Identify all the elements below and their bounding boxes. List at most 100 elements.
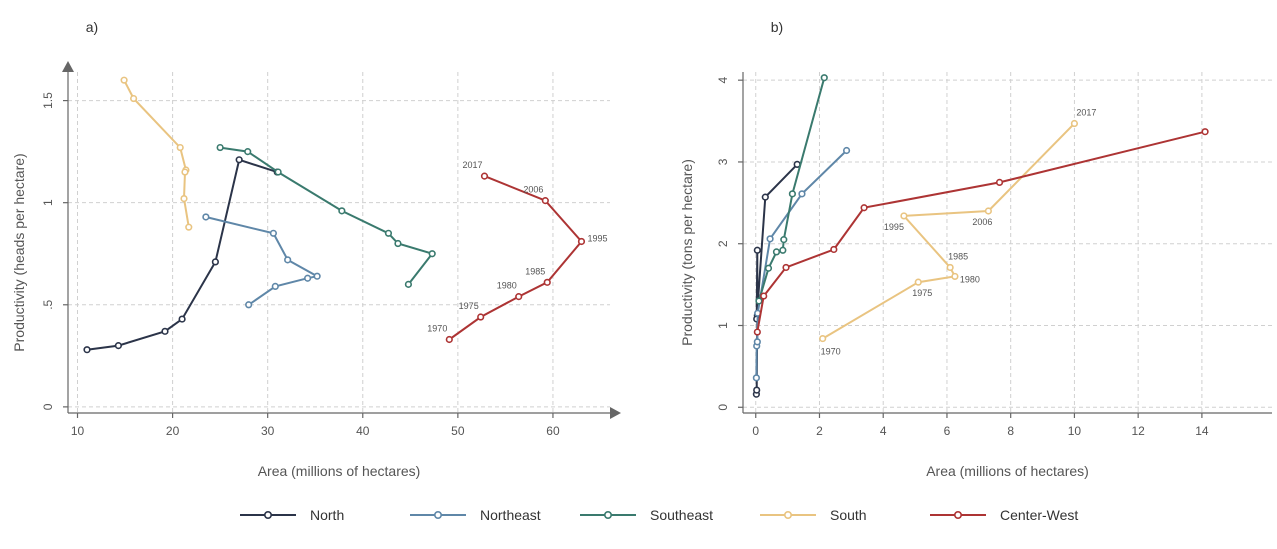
panel-label: b) — [771, 19, 783, 35]
data-point-southeast — [772, 248, 781, 256]
legend-item: Southeast — [580, 507, 713, 523]
legend-swatch-marker — [603, 510, 612, 519]
data-point-south — [120, 76, 128, 84]
data-point-south — [180, 194, 188, 203]
data-point-northeast — [752, 374, 760, 382]
y-axis-title: Productivity (heads per hectare) — [11, 153, 27, 351]
data-point-southeast — [764, 264, 773, 272]
x-tick-label: 50 — [451, 424, 465, 438]
x-tick-label: 14 — [1195, 424, 1209, 438]
data-point-northeast — [245, 301, 253, 309]
legend-item: Northeast — [410, 507, 541, 523]
y-tick-label: 0 — [41, 403, 55, 410]
data-point-center-west — [543, 278, 551, 286]
data-point-center-west — [830, 245, 838, 254]
chart-panel-a: 10 20 30 40 50 60 0 .5 1 1.5 Area (millions of hec… — [11, 19, 621, 479]
y-tick-label: 3 — [716, 158, 730, 165]
data-point-north — [753, 246, 761, 254]
x-tick-label: 6 — [944, 424, 951, 438]
x-tick-label: 10 — [1068, 424, 1082, 438]
data-point-southeast — [404, 280, 413, 288]
data-point-center-west — [445, 335, 453, 344]
y-tick-label: 2 — [716, 240, 730, 247]
series-line-south — [822, 122, 1076, 340]
data-point-northeast — [766, 235, 774, 243]
year-annotation: 2017 — [1076, 108, 1096, 118]
x-tick-label: 12 — [1131, 424, 1145, 438]
y-axis-title: Productivity (tons per hectare) — [679, 159, 695, 346]
data-point-center-west — [760, 292, 768, 300]
y-tick-label: 1 — [716, 322, 730, 329]
y-tick-label: 0 — [716, 404, 730, 411]
year-annotation: 1970 — [821, 347, 841, 357]
legend-label: South — [830, 507, 867, 523]
data-point-south — [984, 207, 992, 215]
data-point-southeast — [755, 297, 763, 305]
data-point-southeast — [779, 246, 787, 254]
y-tick-label: 1.5 — [41, 92, 55, 109]
y-tick-label: 1 — [41, 199, 55, 206]
data-point-north — [83, 346, 91, 354]
data-point-northeast — [271, 282, 279, 291]
data-point-center-west — [1201, 128, 1209, 136]
year-annotation: 2006 — [523, 185, 543, 195]
legend-swatch-marker — [783, 510, 792, 519]
data-point-southeast — [428, 250, 436, 258]
data-point-north — [753, 386, 761, 394]
x-tick-label: 0 — [752, 424, 759, 438]
legend-label: Northeast — [480, 507, 541, 523]
data-point-center-west — [782, 263, 790, 272]
data-point-southeast — [384, 229, 393, 237]
data-point-south — [819, 334, 827, 343]
legend-swatch-marker — [263, 510, 272, 519]
legend-item: South — [760, 507, 867, 523]
data-point-southeast — [338, 207, 346, 215]
y-axis-arrow — [62, 61, 74, 72]
data-point-north — [161, 327, 169, 335]
series-line-center-west — [448, 175, 583, 341]
data-point-north — [761, 193, 769, 201]
x-tick-label: 10 — [71, 424, 85, 438]
data-point-south — [946, 263, 954, 272]
data-point-north — [211, 258, 219, 266]
x-tick-label: 8 — [1007, 424, 1014, 438]
data-point-south — [914, 278, 922, 286]
legend-label: North — [310, 507, 344, 523]
data-point-south — [951, 272, 959, 281]
year-annotation: 1995 — [587, 233, 607, 243]
data-point-northeast — [269, 229, 277, 237]
data-point-northeast — [753, 338, 761, 346]
data-point-south — [185, 223, 193, 231]
data-point-south — [176, 143, 184, 152]
data-point-center-west — [577, 237, 586, 246]
series-line-southeast — [219, 146, 434, 286]
year-annotation: 1985 — [525, 266, 545, 276]
y-tick-label: .5 — [41, 299, 55, 309]
year-annotation: 1975 — [459, 301, 479, 311]
data-point-center-west — [860, 204, 868, 212]
x-axis-title: Area (millions of hectares) — [258, 463, 421, 479]
legend-label: Southeast — [650, 507, 713, 523]
data-point-southeast — [788, 190, 796, 198]
legend: North Northeast Southeast South Center-West — [240, 507, 1078, 523]
data-point-southeast — [820, 74, 828, 82]
year-annotation: 1995 — [884, 222, 904, 232]
data-point-southeast — [244, 148, 252, 156]
data-point-center-west — [477, 313, 485, 321]
year-annotation: 1975 — [912, 288, 932, 298]
year-annotation: 1985 — [948, 251, 968, 261]
year-annotation: 1980 — [960, 274, 980, 284]
data-point-center-west — [995, 178, 1004, 186]
data-point-southeast — [394, 239, 402, 248]
x-tick-label: 60 — [546, 424, 560, 438]
data-point-north — [178, 315, 186, 323]
data-point-south — [130, 94, 138, 103]
data-point-center-west — [480, 172, 489, 180]
data-point-north — [235, 156, 243, 164]
data-point-northeast — [313, 272, 321, 280]
data-point-south — [1070, 119, 1079, 128]
data-point-southeast — [274, 168, 282, 176]
year-annotation: 2017 — [462, 160, 482, 170]
data-point-northeast — [798, 190, 806, 198]
